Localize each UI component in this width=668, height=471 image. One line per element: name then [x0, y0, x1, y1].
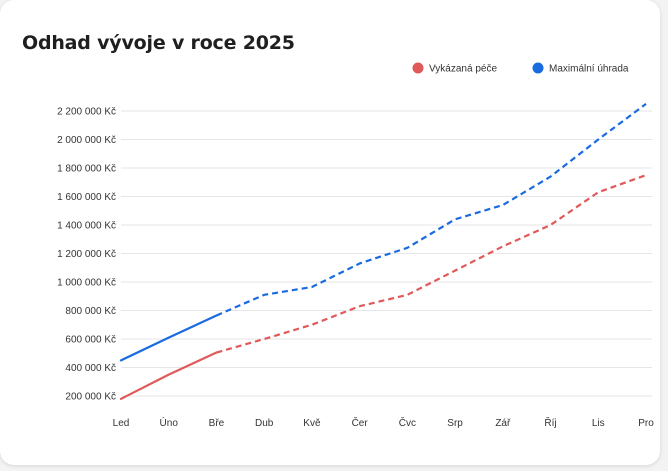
y-tick-label: 1 000 000 Kč	[57, 278, 116, 289]
y-tick-label: 400 000 Kč	[65, 363, 116, 374]
x-tick-label: Úno	[160, 416, 179, 429]
x-tick-label: Lis	[592, 418, 605, 429]
series-line-actual	[119, 314, 218, 362]
x-tick-label: Čer	[352, 416, 369, 429]
y-tick-label: 1 800 000 Kč	[57, 164, 116, 175]
x-tick-label: Kvě	[303, 418, 321, 429]
x-tick-label: Bře	[209, 418, 225, 429]
legend-label: Vykázaná péče	[429, 64, 497, 75]
x-tick-label: Srp	[447, 418, 463, 429]
y-tick-label: 800 000 Kč	[65, 306, 116, 317]
legend-marker	[532, 62, 544, 74]
y-tick-label: 200 000 Kč	[65, 392, 116, 403]
y-tick-label: 1 600 000 Kč	[57, 192, 116, 203]
y-tick-label: 1 200 000 Kč	[57, 249, 116, 260]
y-tick-label: 1 400 000 Kč	[57, 221, 116, 232]
chart-title: Odhad vývoje v roce 2025	[22, 32, 295, 54]
x-tick-label: Čvc	[399, 416, 416, 429]
chart-card: Odhad vývoje v roce 2025 200 000 Kč 400 0…	[0, 0, 660, 465]
y-tick-label: 2 000 000 Kč	[57, 135, 116, 146]
x-tick-label: Dub	[255, 418, 274, 429]
series-line-forecast	[216, 102, 647, 317]
y-tick-label: 600 000 Kč	[65, 335, 116, 346]
x-tick-label: Říj	[544, 416, 556, 429]
legend-label: Maximální úhrada	[549, 64, 629, 75]
series-line-forecast	[216, 174, 647, 354]
x-tick-label: Zář	[495, 418, 511, 429]
x-tick-label: Led	[113, 418, 130, 429]
legend-marker	[412, 62, 424, 74]
x-tick-label: Pro	[638, 418, 654, 429]
y-tick-label: 2 200 000 Kč	[57, 107, 116, 118]
series-line-actual	[119, 351, 218, 400]
